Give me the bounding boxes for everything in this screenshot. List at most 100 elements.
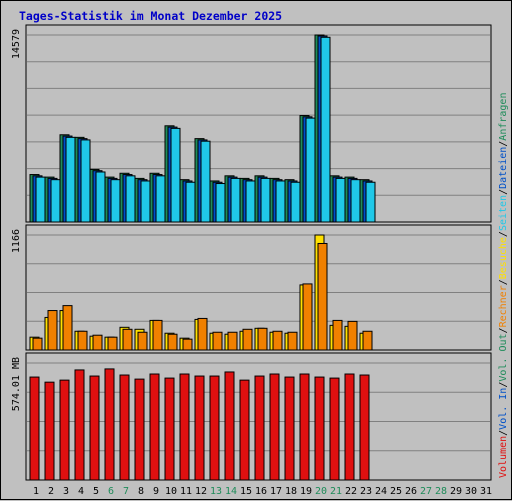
x-tick-label: 22: [345, 486, 357, 497]
bar-volumen-day-17: [269, 373, 280, 481]
bar-volumen-day-20: [314, 376, 325, 481]
bar-seiten-day-4: [80, 139, 91, 223]
bar-volumen-day-22: [344, 373, 355, 481]
bar-rechner-day-5: [92, 334, 103, 351]
x-tick-label: 31: [480, 486, 492, 497]
bar-seiten-day-5: [95, 171, 106, 223]
bar-seiten-day-13: [215, 183, 226, 223]
bar-volumen-day-5: [89, 375, 100, 481]
x-tick-label: 9: [153, 486, 159, 497]
bar-volumen-day-14: [224, 371, 235, 481]
legend-separator: /: [498, 231, 509, 237]
bar-volumen-day-3: [59, 379, 70, 481]
x-tick-label: 25: [390, 486, 402, 497]
legend-item: Anfragen: [498, 93, 509, 141]
x-tick-label: 6: [108, 486, 114, 497]
x-tick-label: 29: [450, 486, 462, 497]
bar-volumen-day-4: [74, 369, 85, 481]
legend-item: Dateien: [498, 147, 509, 189]
x-tick-label: 30: [465, 486, 477, 497]
x-tick-label: 28: [435, 486, 447, 497]
x-tick-label: 3: [63, 486, 69, 497]
bar-rechner-day-12: [197, 317, 208, 351]
panel-1: 14579: [11, 24, 492, 223]
x-tick-label: 4: [78, 486, 84, 497]
bar-rechner-day-13: [212, 331, 223, 351]
bar-volumen-day-1: [29, 376, 40, 481]
x-tick-label: 1: [33, 486, 39, 497]
bar-seiten-day-1: [35, 176, 46, 223]
bar-volumen-day-19: [299, 373, 310, 481]
bar-volumen-day-18: [284, 376, 295, 481]
legend-separator: /: [498, 430, 509, 436]
panel-3: 574.01 MB: [11, 352, 492, 481]
bar-rechner-day-3: [62, 305, 73, 351]
legend-separator: /: [498, 382, 509, 388]
bar-volumen-day-11: [179, 373, 190, 481]
bar-seiten-day-23: [365, 181, 376, 223]
bar-seiten-day-21: [335, 177, 346, 223]
panel-2: 1166: [11, 224, 492, 351]
bar-seiten-day-8: [140, 180, 151, 223]
bar-volumen-day-9: [149, 373, 160, 481]
bar-volumen-day-8: [134, 378, 145, 481]
bar-volumen-day-12: [194, 375, 205, 481]
y-axis-max-label: 574.01 MB: [11, 357, 22, 411]
bar-rechner-day-6: [107, 336, 118, 351]
bar-seiten-day-17: [275, 180, 286, 223]
bar-volumen-day-6: [104, 368, 115, 481]
legend-item: Rechner: [498, 285, 509, 327]
bar-rechner-day-8: [137, 331, 148, 351]
bar-seiten-day-22: [350, 179, 361, 223]
bar-volumen-day-21: [329, 377, 340, 481]
bar-seiten-day-20: [320, 36, 331, 223]
bar-seiten-day-18: [290, 181, 301, 223]
bar-volumen-day-7: [119, 374, 130, 481]
bar-rechner-day-1: [32, 337, 43, 351]
bar-volumen-day-2: [44, 381, 55, 481]
x-tick-label: 7: [123, 486, 129, 497]
x-tick-label: 23: [360, 486, 372, 497]
bar-volumen-day-10: [164, 377, 175, 481]
bar-seiten-day-3: [65, 136, 76, 223]
x-tick-label: 17: [270, 486, 282, 497]
bar-rechner-day-2: [47, 310, 58, 351]
x-tick-label: 21: [330, 486, 342, 497]
bar-rechner-day-22: [347, 320, 358, 351]
bar-seiten-day-19: [305, 117, 316, 223]
bar-seiten-day-16: [260, 177, 271, 223]
legend-separator: /: [498, 189, 509, 195]
y-axis-max-label: 1166: [11, 229, 22, 253]
x-tick-label: 8: [138, 486, 144, 497]
bar-seiten-day-6: [110, 179, 121, 223]
bar-seiten-day-11: [185, 181, 196, 223]
bar-rechner-day-16: [257, 327, 268, 351]
bar-volumen-day-16: [254, 375, 265, 481]
legend-item: Volumen: [498, 436, 509, 478]
x-tick-label: 16: [255, 486, 267, 497]
x-tick-label: 5: [93, 486, 99, 497]
legend-separator: /: [498, 327, 509, 333]
bar-rechner-day-15: [242, 328, 253, 351]
chart-title: Tages-Statistik im Monat Dezember 2025: [19, 9, 282, 23]
x-tick-label: 19: [300, 486, 312, 497]
bar-seiten-day-7: [125, 175, 136, 223]
bar-seiten-day-10: [170, 127, 181, 223]
legend-separator: /: [498, 141, 509, 147]
bar-rechner-day-9: [152, 319, 163, 351]
x-tick-label: 2: [48, 486, 54, 497]
bar-rechner-day-14: [227, 331, 238, 351]
x-tick-label: 18: [285, 486, 297, 497]
x-tick-label: 20: [315, 486, 327, 497]
bar-seiten-day-2: [50, 179, 61, 223]
bar-rechner-day-11: [182, 338, 193, 351]
bar-rechner-day-21: [332, 319, 343, 351]
x-tick-label: 12: [195, 486, 207, 497]
bar-rechner-day-7: [122, 328, 133, 351]
legend-item: Besuche: [498, 237, 509, 279]
bar-rechner-day-17: [272, 330, 283, 351]
bar-seiten-day-14: [230, 177, 241, 223]
x-tick-label: 13: [210, 486, 222, 497]
